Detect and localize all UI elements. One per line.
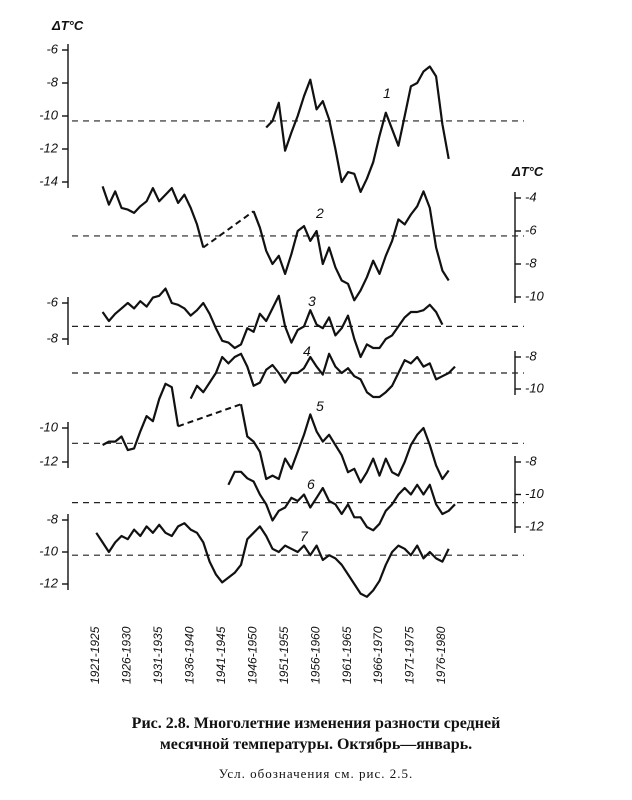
x-tick-label: 1936-1940 <box>183 626 197 684</box>
y-tick-label: -14 <box>39 173 58 188</box>
y-tick-label: -10 <box>525 486 545 501</box>
x-tick-label: 1946-1950 <box>245 626 259 684</box>
x-tick-label: 1941-1945 <box>214 626 228 684</box>
series-number: 2 <box>315 205 324 221</box>
y-tick-label: -10 <box>525 380 545 395</box>
y-tick-label: -8 <box>46 511 58 526</box>
series-line <box>252 190 450 302</box>
y-tick-label: -6 <box>525 222 537 237</box>
y-tick-label: -8 <box>46 74 58 89</box>
series-number: 6 <box>307 476 315 492</box>
y-tick-label: -8 <box>46 330 58 345</box>
y-tick-label: -6 <box>46 294 58 309</box>
series-line <box>239 403 450 484</box>
interpolated-segment <box>202 210 255 249</box>
series-line <box>101 186 205 248</box>
y-tick-label: -8 <box>525 348 537 363</box>
y-tick-label: -8 <box>525 453 537 468</box>
series-line <box>102 382 180 452</box>
series-number: 7 <box>300 528 309 544</box>
series-line <box>227 470 456 532</box>
x-tick-label: 1931-1935 <box>151 626 165 684</box>
y-tick-label: -10 <box>39 419 59 434</box>
series-line <box>189 352 456 400</box>
series-line <box>265 65 450 193</box>
y-tick-label: -12 <box>39 453 59 468</box>
series-number: 4 <box>303 343 311 359</box>
x-tick-label: 1966-1970 <box>371 626 385 684</box>
caption-line: месячной температуры. Октябрь—январь. <box>160 736 472 753</box>
y-tick-label: -6 <box>46 41 58 56</box>
y-axis-unit: ΔT°C <box>511 164 544 179</box>
y-tick-label: -8 <box>525 255 537 270</box>
x-tick-label: 1956-1960 <box>308 626 322 684</box>
series-line <box>101 287 444 359</box>
caption-line: Рис. 2.8. Многолетние изменения разности… <box>132 715 501 732</box>
x-tick-label: 1976-1980 <box>434 626 448 684</box>
x-tick-label: 1926-1930 <box>120 626 134 684</box>
interpolated-segment <box>177 403 242 428</box>
series-line <box>95 522 450 598</box>
y-tick-label: -12 <box>39 575 59 590</box>
y-tick-label: -12 <box>39 140 59 155</box>
x-tick-label: 1921-1925 <box>88 626 102 684</box>
y-tick-label: -10 <box>39 107 59 122</box>
y-tick-label: -12 <box>525 518 545 533</box>
y-tick-label: -10 <box>525 288 545 303</box>
series-number: 5 <box>316 398 324 414</box>
y-tick-label: -4 <box>525 189 537 204</box>
caption-note: Усл. обозначения см. рис. 2.5. <box>219 766 414 781</box>
x-tick-label: 1961-1965 <box>340 626 354 684</box>
series-number: 1 <box>383 85 391 101</box>
x-tick-label: 1951-1955 <box>277 626 291 684</box>
y-tick-label: -10 <box>39 543 59 558</box>
y-axis-unit: ΔT°C <box>51 18 84 33</box>
x-tick-label: 1971-1975 <box>403 626 417 684</box>
series-number: 3 <box>308 293 316 309</box>
